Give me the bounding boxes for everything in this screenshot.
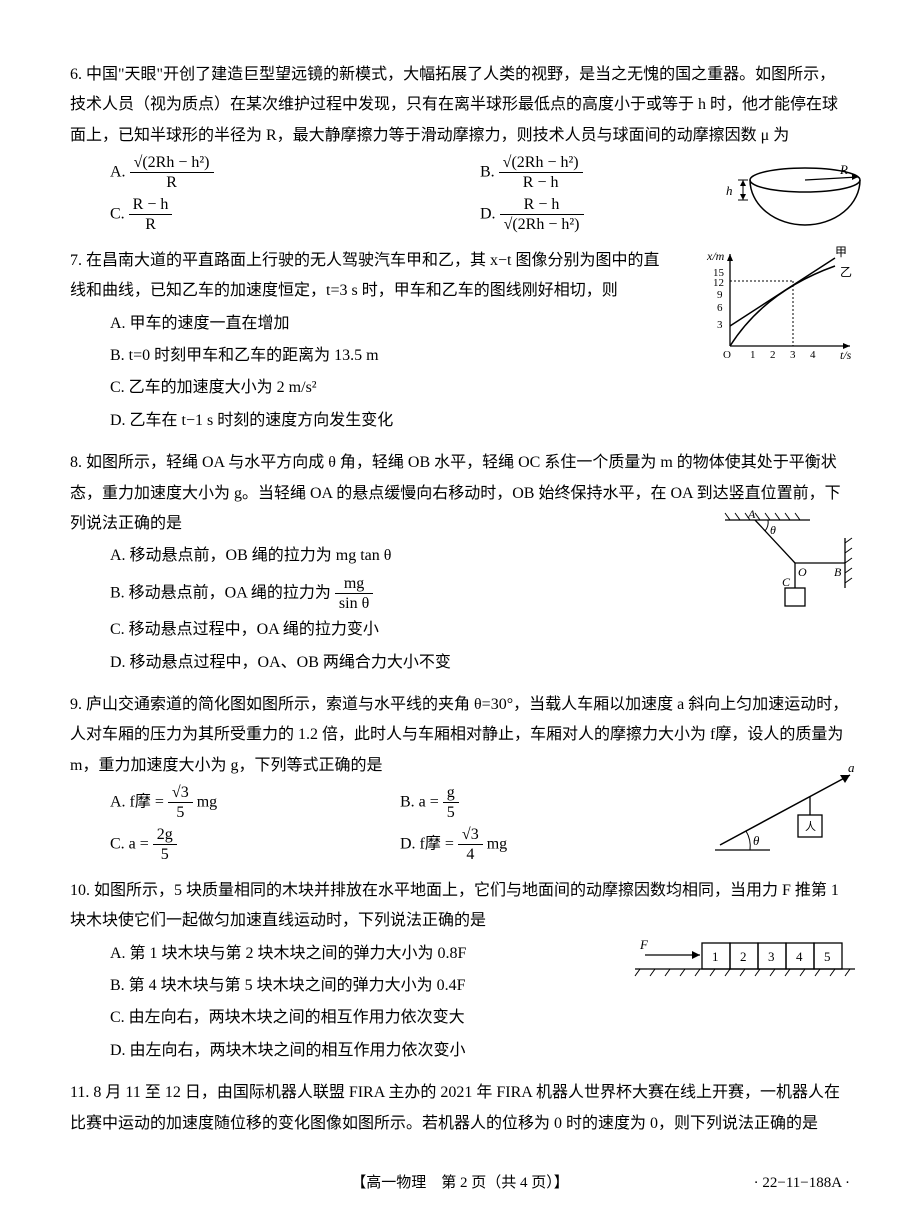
- q6-opt-C: C. R − hR: [110, 195, 480, 234]
- q7-line-jia: 甲: [835, 246, 847, 259]
- q6-text: 中国"天眼"开创了建造巨型望远镜的新模式，大幅拓展了人类的视野，是当之无愧的国之…: [70, 66, 838, 144]
- svg-text:A: A: [747, 508, 756, 521]
- svg-text:1: 1: [750, 349, 756, 361]
- q7-number: 7.: [70, 252, 82, 269]
- incline-cable-icon: θ a 人: [710, 760, 860, 860]
- svg-text:2: 2: [770, 349, 776, 361]
- question-10: 10. 如图所示，5 块质量相同的木块并排放在水平地面上，它们与地面间的动摩擦因…: [70, 876, 850, 1066]
- svg-text:C: C: [782, 575, 791, 589]
- svg-text:3: 3: [768, 949, 775, 964]
- q6-fig-h: h: [726, 183, 733, 198]
- blocks-row-icon: F 1 2 3 4 5: [630, 931, 860, 981]
- q8-number: 8.: [70, 454, 82, 471]
- rope-system-icon: A θ O B C: [720, 508, 860, 618]
- q9-figure: θ a 人: [710, 760, 860, 860]
- svg-text:人: 人: [805, 820, 816, 833]
- footer-center: 【高一物理 第 2 页（共 4 页）】: [351, 1175, 569, 1191]
- svg-text:9: 9: [717, 289, 723, 301]
- q10-text: 如图所示，5 块质量相同的木块并排放在水平地面上，它们与地面间的动摩擦因数均相同…: [70, 882, 839, 929]
- question-9: 9. 庐山交通索道的简化图如图所示，索道与水平线的夹角 θ=30°，当载人车厢以…: [70, 690, 850, 864]
- q9-opt-A: A. f摩 = √35 mg: [110, 783, 400, 822]
- q6-opt-A: A. √(2Rh − h²)R: [110, 153, 480, 192]
- q9-number: 9.: [70, 696, 82, 713]
- svg-text:6: 6: [717, 302, 723, 314]
- hemisphere-icon: R h: [720, 160, 870, 240]
- q7-figure: x/m t/s 15 12 9 6 3 1 2 3 4 O 甲 乙: [705, 246, 860, 361]
- q7-opt-C: C. 乙车的加速度大小为 2 m/s²: [110, 373, 850, 403]
- svg-text:12: 12: [713, 277, 724, 289]
- q11-number: 11.: [70, 1084, 89, 1101]
- question-8: 8. 如图所示，轻绳 OA 与水平方向成 θ 角，轻绳 OB 水平，轻绳 OC …: [70, 448, 850, 678]
- svg-text:O: O: [723, 349, 731, 361]
- footer-right: · 22−11−188A ·: [754, 1169, 850, 1198]
- svg-text:O: O: [798, 565, 807, 579]
- svg-text:B: B: [834, 565, 842, 579]
- svg-text:5: 5: [824, 949, 831, 964]
- q7-text: 在昌南大道的平直路面上行驶的无人驾驶汽车甲和乙，其 x−t 图像分别为图中的直线…: [70, 252, 659, 299]
- page-footer: 【高一物理 第 2 页（共 4 页）】 · 22−11−188A ·: [70, 1169, 850, 1198]
- q7-ylabel: x/m: [706, 249, 725, 263]
- q11-text: 8 月 11 至 12 日，由国际机器人联盟 FIRA 主办的 2021 年 F…: [70, 1084, 840, 1131]
- svg-text:a: a: [848, 760, 855, 775]
- q9-opt-C: C. a = 2g5: [110, 825, 400, 864]
- svg-text:F: F: [639, 937, 649, 952]
- q8-opt-D: D. 移动悬点过程中，OA、OB 两绳合力大小不变: [110, 648, 850, 678]
- q10-opt-D: D. 由左向右，两块木块之间的相互作用力依次变小: [110, 1036, 850, 1066]
- question-11: 11. 8 月 11 至 12 日，由国际机器人联盟 FIRA 主办的 2021…: [70, 1078, 850, 1139]
- svg-text:4: 4: [796, 949, 803, 964]
- svg-text:3: 3: [790, 349, 796, 361]
- svg-text:θ: θ: [753, 833, 760, 848]
- xt-graph-icon: x/m t/s 15 12 9 6 3 1 2 3 4 O 甲 乙: [705, 246, 860, 361]
- svg-text:2: 2: [740, 949, 747, 964]
- q10-number: 10.: [70, 882, 90, 899]
- q6-number: 6.: [70, 66, 82, 83]
- question-6: 6. 中国"天眼"开创了建造巨型望远镜的新模式，大幅拓展了人类的视野，是当之无愧…: [70, 60, 850, 234]
- svg-text:1: 1: [712, 949, 719, 964]
- q7-opt-D: D. 乙车在 t−1 s 时刻的速度方向发生变化: [110, 406, 850, 436]
- q9-opt-D: D. f摩 = √34 mg: [400, 825, 690, 864]
- q7-xlabel: t/s: [840, 348, 852, 361]
- svg-text:4: 4: [810, 349, 816, 361]
- q6-fig-R: R: [839, 162, 848, 177]
- svg-text:3: 3: [717, 319, 723, 331]
- q10-opt-C: C. 由左向右，两块木块之间的相互作用力依次变大: [110, 1003, 850, 1033]
- q8-opt-C: C. 移动悬点过程中，OA 绳的拉力变小: [110, 615, 850, 645]
- q9-opt-B: B. a = g5: [400, 783, 690, 822]
- q10-figure: F 1 2 3 4 5: [630, 931, 860, 981]
- svg-text:θ: θ: [770, 523, 776, 537]
- question-7: 7. 在昌南大道的平直路面上行驶的无人驾驶汽车甲和乙，其 x−t 图像分别为图中…: [70, 246, 850, 436]
- q8-figure: A θ O B C: [720, 508, 860, 618]
- q6-figure: R h: [720, 160, 870, 240]
- q7-line-yi: 乙: [840, 265, 852, 279]
